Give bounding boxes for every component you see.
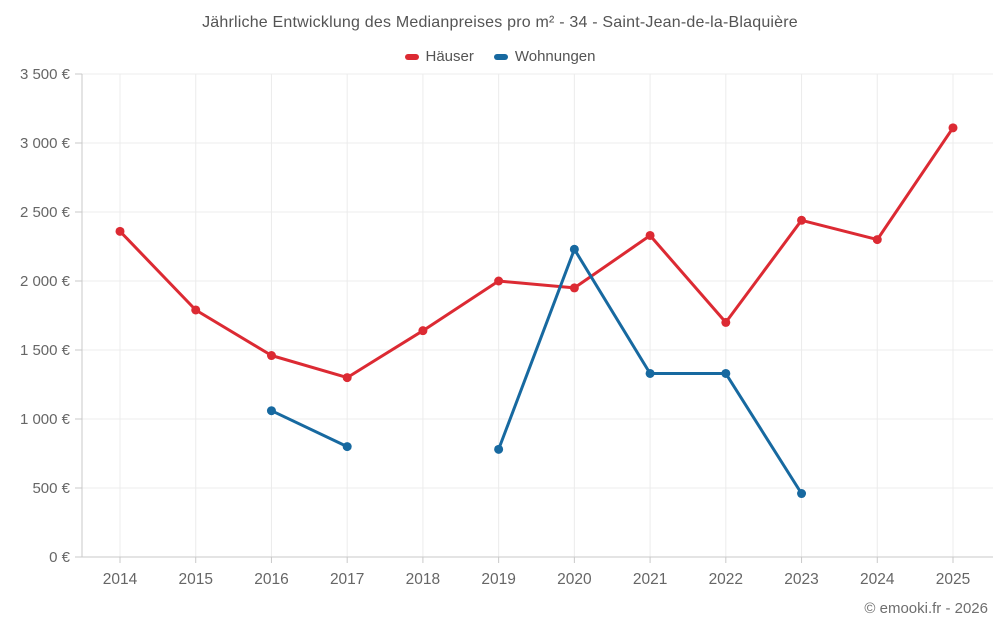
legend-label-wohnungen: Wohnungen [514,48,596,65]
y-tick-label: 1 500 € [20,342,71,359]
data-point-1-2020 [569,244,579,254]
x-tick-label: 2016 [254,571,288,588]
x-tick-label: 2024 [860,571,895,588]
data-point-1-2021 [645,368,655,378]
chart-title: Jährliche Entwicklung des Medianpreises … [202,14,798,31]
y-tick-label: 500 € [32,480,70,497]
y-tick-label: 0 € [49,549,71,566]
data-point-1-2022 [721,368,731,378]
x-tick-label: 2025 [936,571,970,588]
data-point-1-2017 [342,442,352,452]
x-tick-label: 2017 [330,571,364,588]
x-tick-label: 2021 [633,571,667,588]
legend-label-haeuser: Häuser [425,48,474,65]
y-tick-label: 3 500 € [20,66,71,83]
y-tick-label: 2 000 € [20,273,71,290]
data-point-1-2016 [266,406,276,416]
data-point-1-2023 [797,489,807,499]
data-point-0-2018 [418,326,428,336]
data-point-0-2024 [872,235,882,245]
data-point-0-2015 [191,305,201,315]
copyright-text: © emooki.fr - 2026 [864,600,988,617]
y-tick-label: 2 500 € [20,204,71,221]
x-tick-label: 2019 [481,571,515,588]
series-line-0 [118,126,955,380]
x-tick-label: 2023 [784,571,818,588]
data-point-0-2014 [115,226,125,236]
legend-swatch-haeuser [404,53,419,60]
y-tick-label: 3 000 € [20,135,71,152]
data-point-1-2019 [494,444,504,454]
data-point-0-2019 [494,276,504,286]
data-point-0-2016 [266,351,276,361]
data-point-0-2021 [645,230,655,240]
legend-item-haeuser[interactable]: Häuser [404,48,474,65]
x-tick-label: 2022 [709,571,743,588]
data-point-0-2017 [342,373,352,383]
legend-item-wohnungen[interactable]: Wohnungen [493,48,596,65]
data-point-0-2022 [721,317,731,327]
x-tick-label: 2014 [103,571,138,588]
data-point-0-2025 [948,123,958,133]
data-point-0-2023 [797,215,807,225]
y-tick-label: 1 000 € [20,411,71,428]
legend-swatch-wohnungen [493,53,508,60]
x-tick-label: 2015 [178,571,212,588]
x-tick-label: 2020 [557,571,592,588]
x-tick-label: 2018 [406,571,440,588]
legend: Häuser Wohnungen [0,48,1000,65]
data-point-0-2020 [569,283,579,293]
